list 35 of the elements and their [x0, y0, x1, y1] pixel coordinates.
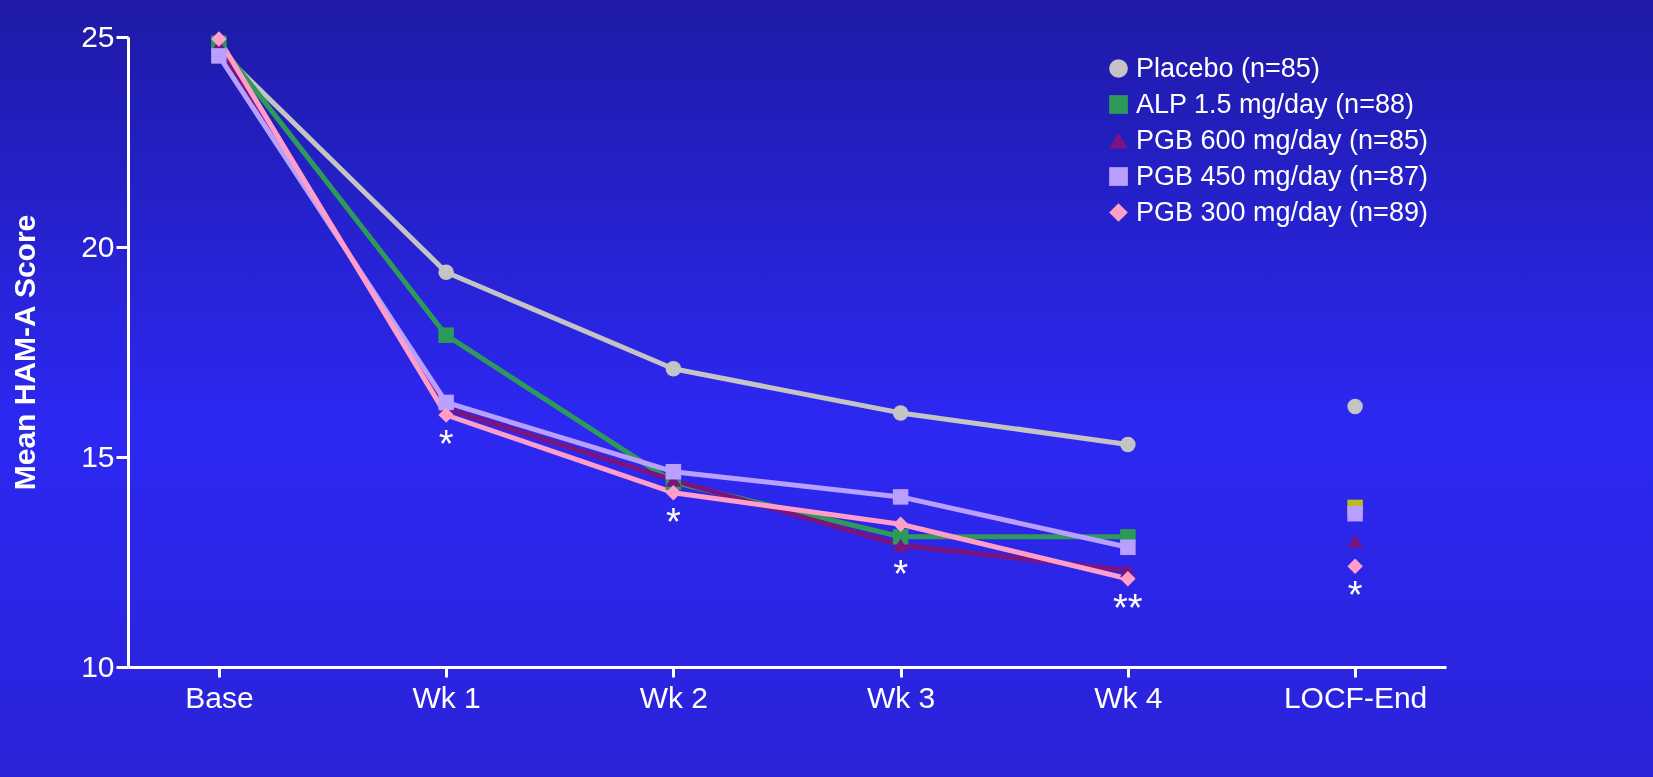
x-tick-label: Base — [185, 680, 254, 714]
annotation: ** — [1113, 586, 1143, 629]
legend-label: PGB 600 mg/day (n=85) — [1136, 124, 1428, 155]
y-tick-label: 15 — [81, 439, 115, 473]
point — [1120, 436, 1136, 453]
y-tick-label: 20 — [81, 229, 115, 263]
y-tick-label: 10 — [81, 649, 115, 683]
point — [665, 463, 682, 480]
x-tick-label: Wk 1 — [412, 680, 481, 714]
point — [892, 516, 909, 532]
point — [1120, 571, 1136, 587]
annotation: * — [1347, 574, 1363, 617]
y-tick-label: 25 — [81, 19, 115, 53]
point — [892, 489, 909, 505]
point — [665, 484, 682, 501]
legend-label: Placebo (n=85) — [1136, 52, 1320, 83]
legend-label: PGB 450 mg/day (n=87) — [1136, 160, 1428, 191]
point — [438, 327, 454, 343]
point — [892, 405, 909, 421]
legend-label: PGB 300 mg/day (n=89) — [1136, 196, 1428, 227]
point — [665, 361, 682, 377]
point — [892, 538, 909, 552]
x-tick-label: Wk 4 — [1094, 680, 1163, 714]
annotation: * — [438, 423, 454, 465]
point — [438, 264, 454, 280]
point — [1120, 539, 1136, 556]
annotation: * — [665, 500, 681, 543]
x-tick-label: LOCF-End — [1283, 680, 1428, 714]
x-tick-label: Wk 3 — [866, 680, 936, 714]
point — [211, 31, 227, 47]
y-axis-title: Mean HAM-A Score — [8, 214, 42, 491]
annotation: * — [893, 553, 909, 596]
legend-label: ALP 1.5 mg/day (n=88) — [1136, 88, 1414, 119]
x-tick-label: Wk 2 — [639, 680, 709, 714]
point — [211, 48, 227, 64]
